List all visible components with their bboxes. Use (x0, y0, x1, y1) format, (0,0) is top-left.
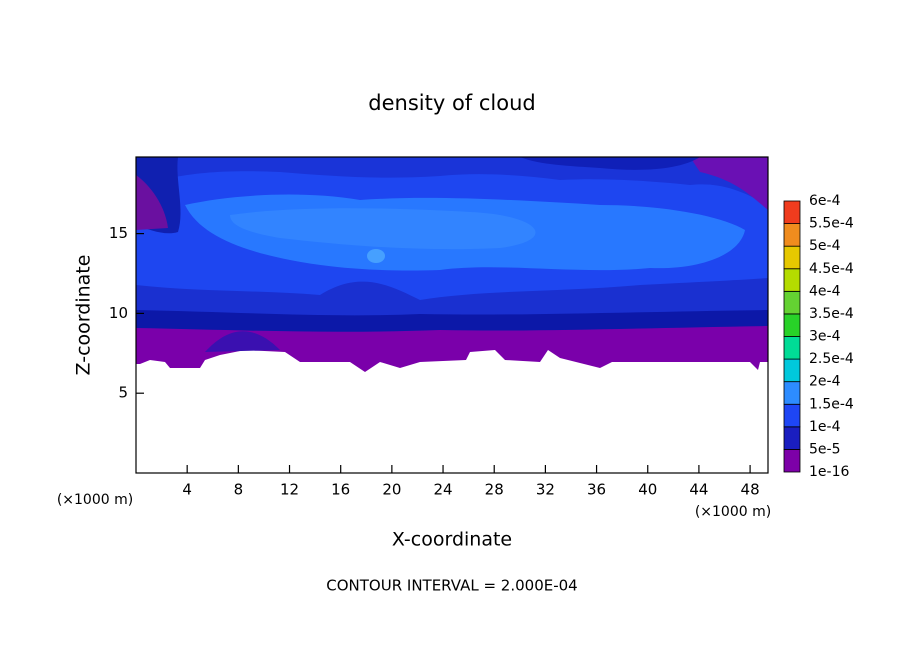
colorbar-box (783, 268, 801, 292)
x-tick-label: 4 (182, 481, 192, 499)
x-tick-label: 24 (433, 481, 452, 499)
y-tick-label: 15 (109, 224, 128, 242)
annotation: CONTOUR INTERVAL = 2.000E-04 (326, 577, 577, 595)
colorbar-label: 6e-4 (809, 193, 841, 209)
colorbar-label: 4e-4 (809, 283, 841, 299)
y-tick-label: 10 (109, 304, 128, 322)
colorbar-label: 1e-16 (809, 464, 849, 480)
contour-field (136, 157, 768, 372)
x-tick-label: 20 (382, 481, 401, 499)
field-top-band (136, 157, 768, 205)
colorbar-label: 1e-4 (809, 419, 841, 435)
colorbar-box (783, 449, 801, 473)
x-tick-label: 8 (234, 481, 244, 499)
field-purple (136, 326, 768, 372)
colorbar-label: 4.5e-4 (809, 261, 854, 277)
field-spot (367, 249, 385, 263)
colorbar-box (783, 290, 801, 315)
x-tick-label: 12 (280, 481, 299, 499)
field-top-purple (690, 157, 768, 210)
colorbar-label: 5.5e-4 (809, 216, 854, 232)
colorbar-box (783, 223, 801, 247)
x-tick-label: 40 (638, 481, 657, 499)
colorbar-label: 3.5e-4 (809, 306, 854, 322)
y-axis-label: Z-coordinate (73, 255, 95, 376)
colorbar-label: 2e-4 (809, 374, 841, 390)
colorbar-box (783, 200, 801, 224)
colorbar-label: 1.5e-4 (809, 396, 854, 412)
field-purple-dark (205, 331, 280, 352)
x-tick-label: 28 (485, 481, 504, 499)
x-tick-label: 32 (536, 481, 555, 499)
field-left-purple (136, 175, 168, 230)
x-axis-label: X-coordinate (392, 529, 512, 551)
chart-title: density of cloud (368, 91, 535, 115)
x-tick-label: 16 (331, 481, 350, 499)
colorbar-box (783, 358, 801, 383)
x-unit-label: (×1000 m) (695, 504, 771, 520)
x-tick-label: 48 (741, 481, 760, 499)
colorbar-box (783, 381, 801, 405)
colorbar-label: 2.5e-4 (809, 351, 854, 367)
colorbar-box (783, 426, 801, 450)
y-tick-label: 5 (118, 384, 128, 402)
colorbar-label: 3e-4 (809, 329, 841, 345)
colorbar-box (783, 313, 801, 337)
colorbar-label: 5e-5 (809, 441, 840, 457)
x-tick-label: 36 (587, 481, 606, 499)
colorbar-box (783, 403, 801, 428)
field-top-dark (520, 157, 700, 170)
x-tick-label: 44 (689, 481, 708, 499)
x-unit-label: (×1000 m) (57, 492, 133, 508)
colorbar-label: 5e-4 (809, 238, 841, 254)
field-lighter (230, 208, 536, 250)
plot-frame (135, 156, 769, 474)
colorbar-box (783, 336, 801, 360)
colorbar-box (783, 245, 801, 270)
